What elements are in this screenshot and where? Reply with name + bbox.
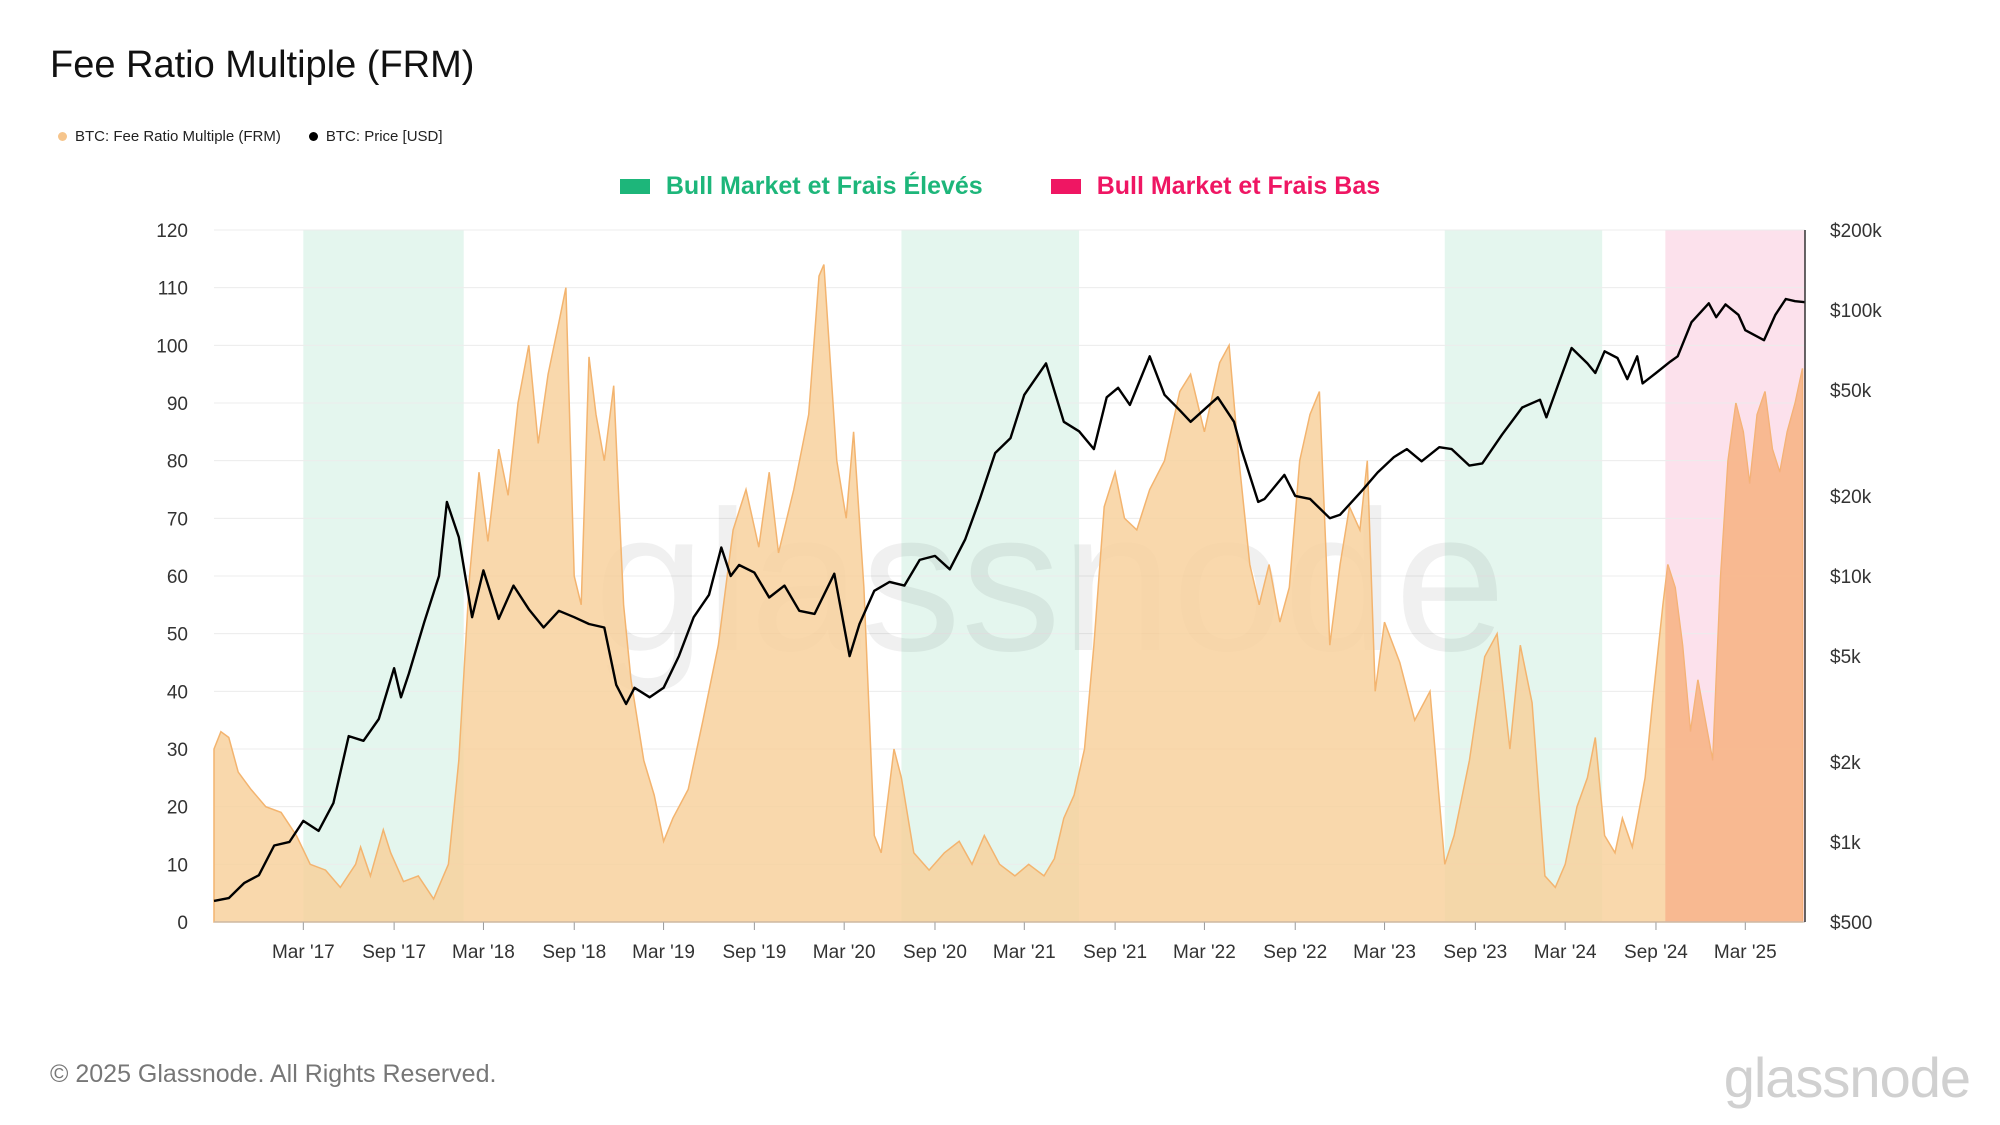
- legend-label-frm: BTC: Fee Ratio Multiple (FRM): [75, 128, 281, 145]
- y-right-tick-label: $10k: [1830, 567, 1872, 588]
- x-tick-label: Mar '23: [1353, 942, 1416, 963]
- x-tick-label: Mar '19: [632, 942, 695, 963]
- copyright-footer: © 2025 Glassnode. All Rights Reserved.: [50, 1060, 497, 1088]
- region-legend-high-fees: Bull Market et Frais Élevés: [619, 172, 983, 201]
- high-fees-swatch: [619, 179, 650, 194]
- x-tick-label: Sep '20: [903, 942, 967, 963]
- y-right-tick-label: $100k: [1830, 301, 1882, 322]
- y-left-tick-label: 70: [167, 509, 188, 530]
- x-tick-label: Mar '18: [452, 942, 515, 963]
- x-tick-label: Sep '22: [1263, 942, 1327, 963]
- y-right-tick-label: $1k: [1830, 833, 1861, 854]
- y-left-tick-label: 110: [158, 279, 188, 300]
- y-left-tick-label: 0: [177, 913, 188, 934]
- x-tick-label: Sep '23: [1443, 942, 1507, 963]
- legend-item-price[interactable]: BTC: Price [USD]: [308, 128, 443, 145]
- y-left-tick-label: 120: [156, 221, 188, 242]
- region-legend: Bull Market et Frais Élevés Bull Market …: [0, 172, 2000, 201]
- price-line: [213, 297, 1806, 903]
- glassnode-logo: glassnode: [1723, 1046, 1971, 1109]
- y-left-tick-label: 50: [167, 625, 188, 646]
- y-left-tick-label: 30: [167, 740, 188, 761]
- price-legend-dot: [308, 132, 318, 141]
- y-right-tick-label: $2k: [1830, 753, 1861, 774]
- x-tick-label: Sep '24: [1624, 942, 1688, 963]
- axes: 0 10 20 30 40 50 60 70 80 90 100 110 120 $500 $1k $2k $5…: [156, 221, 1882, 963]
- frm-area: [213, 264, 1804, 923]
- region-legend-low-fees: Bull Market et Frais Bas: [1050, 172, 1381, 201]
- y-right-tick-label: $50k: [1830, 381, 1872, 402]
- series-legend: BTC: Fee Ratio Multiple (FRM) BTC: Price…: [58, 128, 443, 145]
- low-fees-swatch: [1050, 179, 1081, 194]
- x-tick-label: Sep '19: [722, 942, 786, 963]
- x-tick-label: Mar '20: [813, 942, 876, 963]
- x-tick-label: Mar '24: [1534, 942, 1597, 963]
- x-tick-label: Mar '25: [1714, 942, 1777, 963]
- y-right-tick-label: $200k: [1830, 221, 1882, 242]
- chart-title: Fee Ratio Multiple (FRM): [50, 44, 475, 86]
- x-tick-label: Sep '21: [1083, 942, 1147, 963]
- frm-legend-dot: [58, 132, 67, 141]
- y-left-tick-label: 90: [167, 394, 188, 415]
- y-left-tick-label: 10: [167, 855, 188, 876]
- legend-label-price: BTC: Price [USD]: [325, 128, 443, 145]
- x-tick-label: Sep '18: [542, 942, 606, 963]
- y-left-tick-label: 20: [167, 798, 188, 819]
- legend-item-frm[interactable]: BTC: Fee Ratio Multiple (FRM): [58, 128, 281, 145]
- high-fees-label: Bull Market et Frais Élevés: [665, 172, 983, 200]
- low-fees-label: Bull Market et Frais Bas: [1096, 172, 1381, 200]
- y-left-tick-label: 40: [167, 682, 188, 703]
- price-line-group: [213, 297, 1806, 903]
- x-tick-label: Sep '17: [362, 942, 426, 963]
- y-left-tick-label: 100: [156, 336, 188, 357]
- y-left-tick-label: 80: [167, 452, 188, 473]
- x-tick-label: Mar '21: [993, 942, 1056, 963]
- y-right-tick-label: $5k: [1830, 647, 1861, 668]
- y-left-tick-label: 60: [167, 567, 188, 588]
- x-tick-label: Mar '17: [272, 942, 335, 963]
- y-right-tick-label: $500: [1830, 913, 1872, 934]
- x-tick-label: Mar '22: [1173, 942, 1236, 963]
- y-right-tick-label: $20k: [1830, 487, 1872, 508]
